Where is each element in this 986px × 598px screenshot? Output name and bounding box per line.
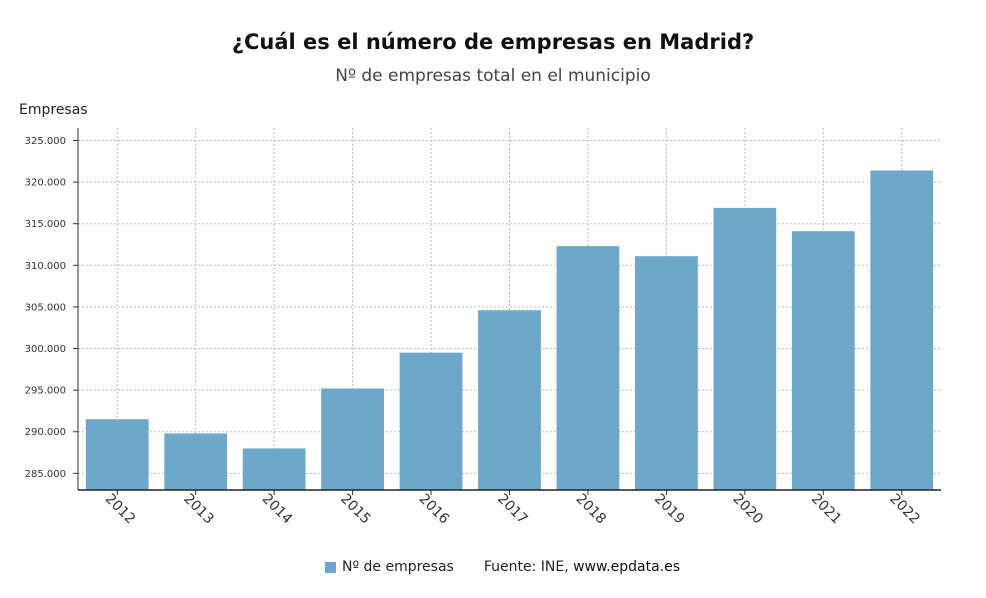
y-tick-label: 305.000 bbox=[25, 302, 66, 313]
legend: Nº de empresas Fuente: INE, www.epdata.e… bbox=[325, 559, 680, 575]
x-tick-label: 2022 bbox=[886, 491, 923, 528]
x-tick-label: 2012 bbox=[102, 491, 139, 528]
bar bbox=[713, 207, 777, 490]
bar bbox=[478, 310, 541, 490]
y-tick-label: 315.000 bbox=[25, 219, 66, 230]
x-tick-label: 2015 bbox=[337, 491, 374, 528]
source-prefix: Fuente: INE, bbox=[483, 559, 574, 575]
y-tick-label: 295.000 bbox=[25, 386, 66, 397]
bars bbox=[85, 170, 934, 491]
chart-title: ¿Cuál es el número de empresas en Madrid… bbox=[231, 30, 755, 54]
axes bbox=[73, 128, 941, 495]
bar bbox=[321, 388, 384, 490]
x-tick-label: 2019 bbox=[651, 491, 688, 528]
x-tick-label: 2014 bbox=[259, 491, 296, 528]
x-tick-label: 2013 bbox=[180, 491, 217, 528]
source-text: Fuente: INE, www.epdata.es bbox=[484, 559, 680, 575]
source-site[interactable]: www.epdata.es bbox=[573, 559, 681, 575]
bar bbox=[164, 433, 228, 490]
y-tick-label: 310.000 bbox=[25, 261, 66, 272]
y-tick-label: 285.000 bbox=[25, 469, 66, 480]
bar bbox=[870, 170, 934, 490]
x-tick-label: 2018 bbox=[573, 491, 610, 528]
y-tick-label: 325.000 bbox=[25, 136, 66, 147]
x-tick-label: 2017 bbox=[494, 491, 531, 528]
bar bbox=[635, 256, 698, 490]
y-tick-label: 320.000 bbox=[25, 178, 66, 189]
bar bbox=[791, 231, 855, 491]
legend-label: Nº de empresas bbox=[342, 559, 454, 575]
y-axis-label: Empresas bbox=[19, 102, 88, 118]
bar bbox=[556, 246, 620, 490]
x-ticks: 2012 2013 2014 2015 2016 2017 2018 2019 2020 2021… bbox=[102, 491, 923, 528]
bar bbox=[85, 419, 149, 490]
x-tick-label: 2021 bbox=[808, 491, 845, 528]
bar bbox=[399, 352, 463, 490]
legend-swatch bbox=[325, 561, 336, 573]
x-tick-label: 2016 bbox=[416, 491, 453, 528]
y-tick-label: 290.000 bbox=[25, 427, 66, 438]
y-tick-label: 300.000 bbox=[25, 344, 66, 355]
bar bbox=[242, 448, 306, 490]
x-tick-label: 2020 bbox=[729, 491, 766, 528]
chart-subtitle: Nº de empresas total en el municipio bbox=[335, 66, 651, 86]
y-ticks: 285.000 290.000 295.000 300.000 305.000 310.0… bbox=[25, 136, 66, 480]
